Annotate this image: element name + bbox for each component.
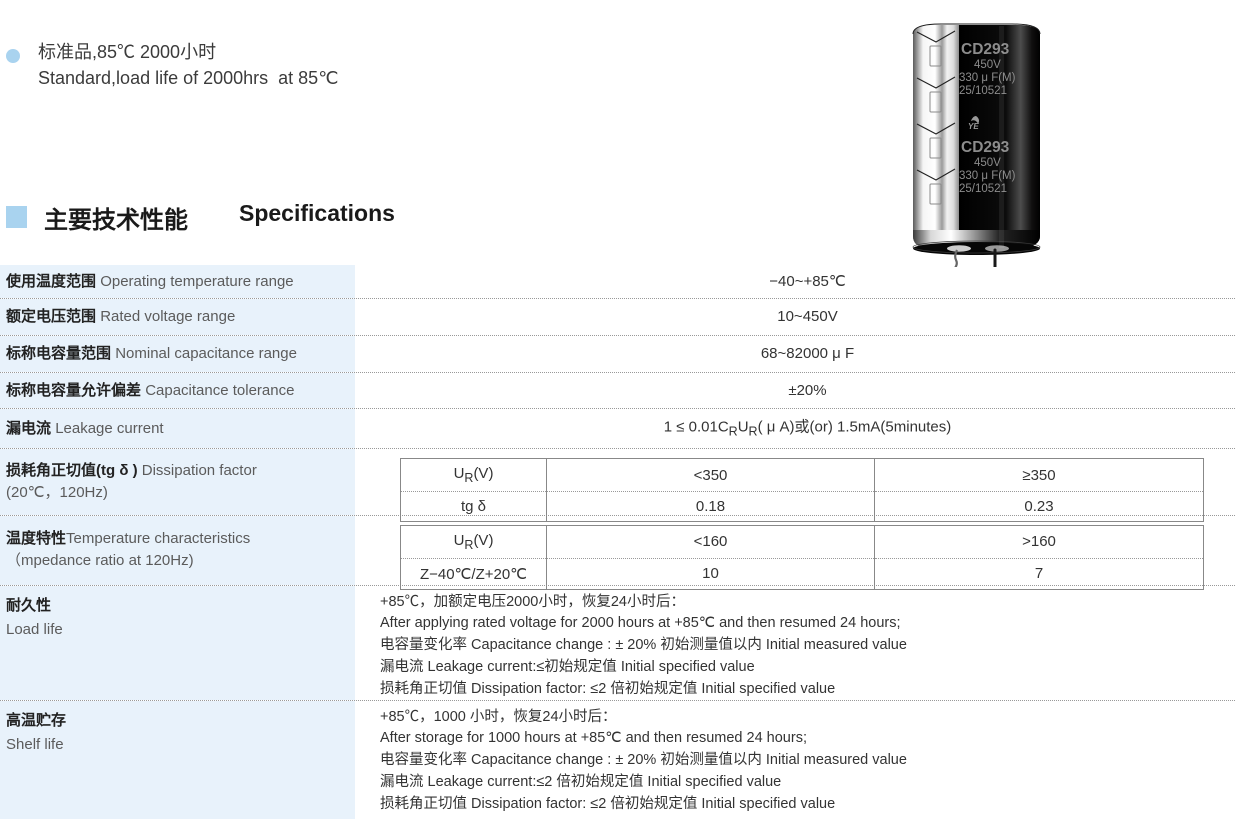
svg-text:450V: 450V	[974, 157, 1001, 169]
svg-text:YE: YE	[968, 122, 979, 131]
svg-text:330 μ F(M): 330 μ F(M)	[959, 72, 1016, 84]
svg-text:330 μ F(M): 330 μ F(M)	[959, 170, 1016, 182]
svg-text:450V: 450V	[974, 59, 1001, 71]
